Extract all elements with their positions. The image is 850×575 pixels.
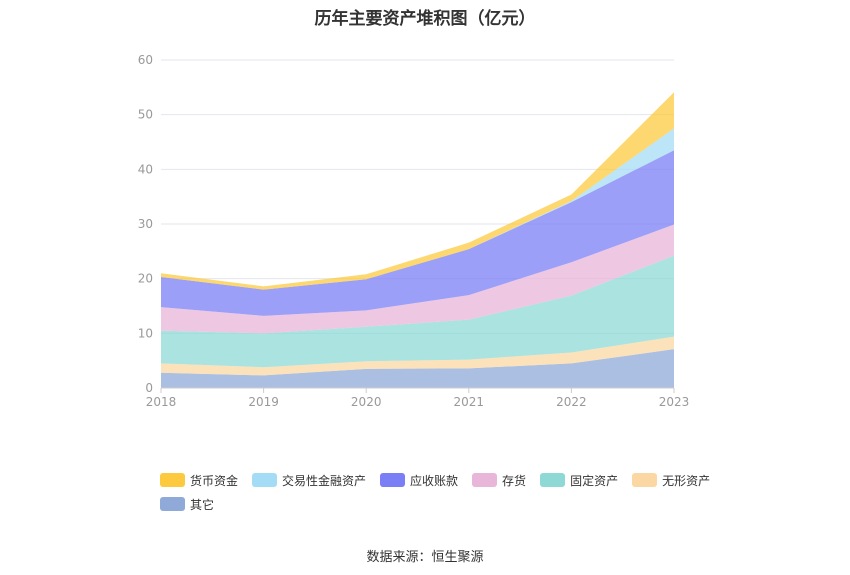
legend-item[interactable]: 交易性金融资产 (252, 472, 366, 488)
legend-swatch (472, 473, 498, 487)
legend-item[interactable]: 无形资产 (632, 472, 710, 488)
area-无形资产 (161, 336, 674, 376)
chart-title: 历年主要资产堆积图（亿元） (314, 9, 536, 29)
y-tick-label: 60 (138, 53, 153, 67)
legend-label: 货币资金 (190, 473, 239, 488)
x-tick-label: 2018 (146, 395, 177, 409)
x-tick-label: 2021 (454, 395, 485, 409)
area-固定资产 (161, 255, 674, 368)
legend-swatch (160, 497, 185, 511)
legend-item[interactable]: 固定资产 (540, 472, 618, 488)
legend-swatch (380, 473, 406, 487)
y-tick-label: 30 (138, 217, 153, 231)
x-tick-label: 2020 (351, 395, 382, 409)
legend-item[interactable]: 货币资金 (160, 472, 238, 488)
y-tick-label: 50 (138, 108, 153, 122)
legend-label: 存货 (502, 473, 527, 488)
y-tick-label: 10 (138, 326, 153, 340)
y-tick-label: 40 (138, 162, 153, 176)
data-source: 数据来源：恒生聚源 (366, 550, 484, 565)
legend-swatch (252, 473, 278, 487)
x-tick-label: 2022 (556, 395, 587, 409)
legend-item[interactable]: 其它 (160, 496, 214, 512)
legend-swatch (160, 473, 185, 487)
legend-item[interactable]: 应收账款 (380, 472, 458, 488)
legend-swatch (540, 473, 566, 487)
legend-item[interactable]: 存货 (472, 472, 526, 488)
area-存货 (161, 224, 674, 334)
legend-label: 无形资产 (662, 473, 711, 488)
legend-label: 应收账款 (410, 473, 459, 488)
x-tick-label: 2023 (659, 395, 690, 409)
legend-label: 交易性金融资产 (282, 473, 367, 488)
area-其它 (161, 349, 674, 388)
legend-label: 其它 (190, 497, 215, 512)
legend-swatch (632, 473, 658, 487)
area-应收账款 (161, 150, 674, 316)
x-tick-label: 2019 (248, 395, 279, 409)
chart-legend: 货币资金 交易性金融资产 应收账款 存货 固定资产 无形资产其它 (160, 472, 720, 512)
y-tick-label: 20 (138, 272, 153, 286)
y-tick-label: 0 (145, 381, 153, 395)
legend-label: 固定资产 (570, 473, 619, 488)
